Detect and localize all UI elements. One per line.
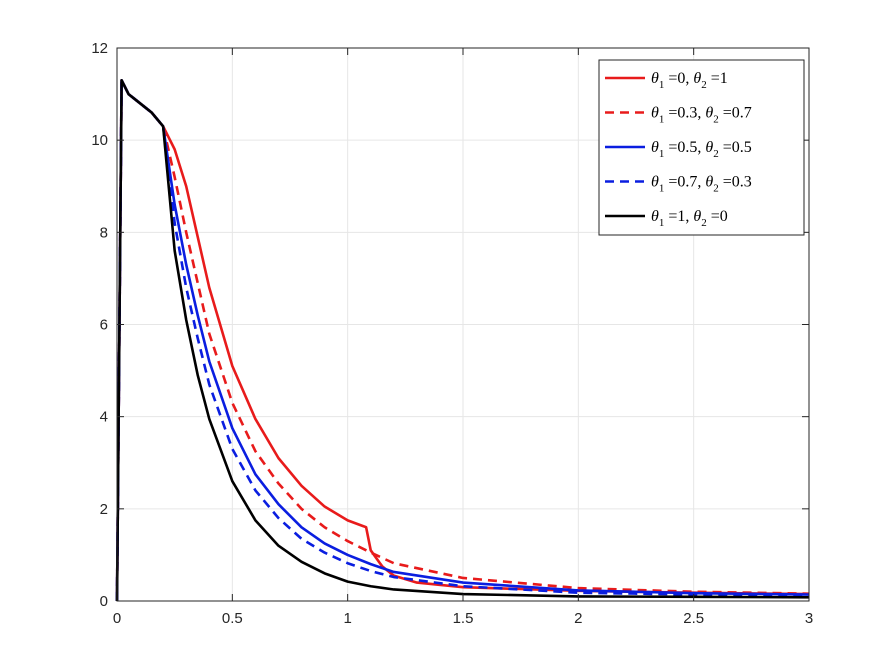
y-tick-label: 8 (100, 224, 108, 241)
y-tick-label: 12 (91, 40, 108, 57)
legend-item-1: θ1 =0, θ2 =1 (605, 70, 728, 91)
legend-item-4: θ1 =0.7, θ2 =0.3 (605, 174, 752, 195)
x-tick-label: 1 (343, 610, 351, 627)
series-line-5 (115, 78, 810, 602)
legend-label: θ1 =0, θ2 =1 (651, 70, 728, 91)
x-tick-label: 1.5 (453, 610, 474, 627)
x-tick-label: 2 (574, 610, 582, 627)
y-tick-label: 4 (100, 409, 108, 426)
x-tick-label: 0.5 (222, 610, 243, 627)
y-tick-label: 10 (91, 132, 108, 149)
x-tick-label: 2.5 (683, 610, 704, 627)
legend-item-5: θ1 =1, θ2 =0 (605, 208, 728, 229)
legend-label: θ1 =1, θ2 =0 (651, 208, 728, 229)
x-tick-label: 3 (805, 610, 813, 627)
legend-label: θ1 =0.5, θ2 =0.5 (651, 139, 752, 160)
legend-label: θ1 =0.3, θ2 =0.7 (651, 105, 752, 126)
series-lines (115, 78, 810, 602)
y-tick-label: 0 (100, 593, 108, 610)
legend: θ1 =0, θ2 =1 θ1 =0.3, θ2 =0.7 θ1 =0.5, θ2 … (598, 59, 805, 236)
ticks (116, 47, 810, 602)
y-tick-labels: 0 2 4 6 8 10 12 (91, 40, 108, 610)
x-tick-labels: 0 0.5 1 1.5 2 2.5 3 (113, 610, 813, 627)
legend-label: θ1 =0.7, θ2 =0.3 (651, 174, 752, 195)
legend-item-3: θ1 =0.5, θ2 =0.5 (605, 139, 752, 160)
y-tick-label: 2 (100, 501, 108, 518)
x-tick-label: 0 (113, 610, 121, 627)
y-tick-label: 6 (100, 317, 108, 334)
legend-item-2: θ1 =0.3, θ2 =0.7 (605, 105, 752, 126)
